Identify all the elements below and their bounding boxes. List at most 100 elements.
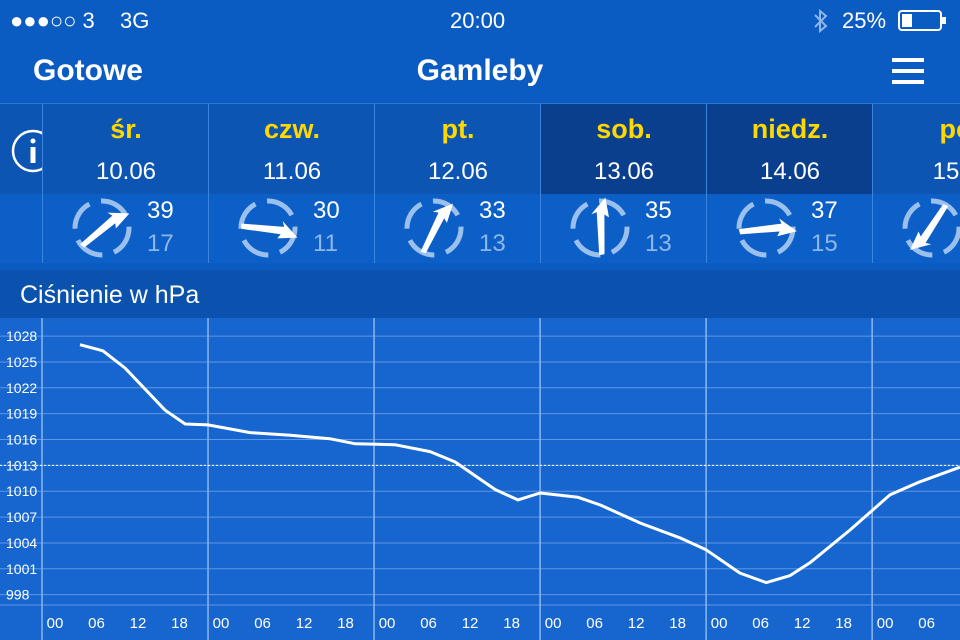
wind-arrow [738, 218, 797, 237]
network: 3G [120, 8, 150, 33]
day-date: 15.0 [932, 158, 960, 185]
wind-arrow [910, 203, 949, 250]
wind-arrow [80, 212, 130, 248]
wind-icon [238, 198, 298, 258]
chart-header: Ciśnienie w hPa [0, 270, 960, 318]
day-top [541, 104, 706, 194]
wind-arrow [591, 197, 609, 256]
wind-min: 11 [313, 230, 338, 257]
wind-ring [902, 198, 960, 258]
day-top [209, 104, 374, 194]
wind-ring [404, 198, 464, 258]
y-tick-label: 1019 [6, 406, 37, 422]
done-button[interactable]: Gotowe [33, 54, 143, 87]
pressure-line [79, 343, 960, 585]
day-date: 14.06 [759, 158, 821, 185]
y-tick-label: 1004 [6, 535, 37, 551]
wind-icon [736, 198, 797, 258]
day-name: śr. [110, 114, 142, 144]
day-column: śr. 10.06 39 17 [42, 104, 208, 263]
day-strip: śr. 10.06 39 17 czw. 11.06 30 11 pt. 12.06 33 13 sob… [0, 103, 960, 263]
day-column: niedz. 14.06 37 15 [706, 104, 872, 263]
y-tick-label: 998 [6, 587, 30, 603]
day-name: czw. [263, 114, 321, 144]
day-name: niedz. [751, 114, 829, 144]
x-tick-label: 00 [711, 615, 728, 632]
wind-max: 30 [313, 197, 340, 224]
wind-icon [72, 198, 132, 258]
wind-max: 39 [147, 197, 174, 224]
day-top [873, 104, 960, 194]
x-tick-label: 00 [213, 615, 230, 632]
x-tick-label: 00 [545, 615, 562, 632]
wind-icon [570, 197, 630, 258]
battery-icon [898, 10, 946, 31]
wind-min: 17 [147, 230, 174, 257]
battery-level: 25% [842, 8, 887, 33]
x-tick-label: 00 [877, 615, 894, 632]
day-date: 10.06 [95, 158, 157, 185]
day-column: po 15.0 [872, 104, 960, 263]
x-tick-label: 12 [462, 615, 479, 632]
x-tick-label: 18 [503, 615, 520, 632]
x-tick-label: 06 [254, 615, 271, 632]
y-tick-label: 1028 [6, 328, 37, 344]
status-bar: ●●●○○ 3 3G 20:00 25% [0, 0, 960, 40]
day-name: pt. [441, 114, 475, 144]
y-tick-label: 1022 [6, 380, 37, 396]
wind-icon [404, 198, 464, 258]
wind-arrow [420, 203, 454, 254]
clock: 20:00 [450, 8, 506, 33]
day-top [707, 104, 872, 194]
carrier: ●●●○○ 3 [10, 8, 95, 33]
wind-min: 15 [811, 230, 838, 257]
wind-max: 37 [811, 197, 838, 224]
day-date: 13.06 [593, 158, 655, 185]
wind-ring [72, 198, 132, 258]
wind-arrow [241, 221, 298, 239]
day-name: sob. [596, 114, 652, 144]
nav-bar: Gotowe Gamleby [0, 40, 960, 103]
x-tick-label: 18 [835, 615, 852, 632]
nav-title: Gamleby [416, 54, 544, 87]
y-tick-label: 1001 [6, 561, 37, 577]
menu-button[interactable] [892, 58, 926, 86]
y-tick-label: 1025 [6, 354, 37, 370]
x-tick-label: 12 [794, 615, 811, 632]
wind-max: 33 [479, 197, 506, 224]
x-tick-label: 00 [379, 615, 396, 632]
x-tick-label: 18 [171, 615, 188, 632]
day-top [375, 104, 540, 194]
pressure-chart: 9981001100410071010101310161019102210251… [0, 318, 960, 640]
x-tick-label: 06 [586, 615, 603, 632]
day-date: 11.06 [262, 158, 322, 185]
day-name: po [939, 114, 960, 144]
chart-title: Ciśnienie w hPa [20, 281, 200, 309]
x-tick-label: 12 [296, 615, 313, 632]
wind-min: 13 [479, 230, 506, 257]
wind-max: 35 [645, 197, 672, 224]
y-tick-label: 1007 [6, 509, 37, 525]
day-column: czw. 11.06 30 11 [208, 104, 374, 263]
x-tick-label: 00 [47, 615, 64, 632]
wind-icon [902, 198, 960, 258]
x-tick-label: 06 [420, 615, 437, 632]
x-tick-label: 18 [337, 615, 354, 632]
day-date: 12.06 [427, 158, 489, 185]
x-tick-label: 06 [918, 615, 935, 632]
y-tick-label: 1016 [6, 432, 37, 448]
y-tick-label: 1010 [6, 483, 37, 499]
day-top [43, 104, 208, 194]
x-tick-label: 12 [130, 615, 147, 632]
x-tick-label: 18 [669, 615, 686, 632]
day-column: pt. 12.06 33 13 [374, 104, 540, 263]
x-tick-label: 06 [752, 615, 769, 632]
x-tick-label: 06 [88, 615, 105, 632]
x-tick-label: 12 [628, 615, 645, 632]
wind-ring [238, 198, 298, 258]
day-column: sob. 13.06 35 13 [540, 104, 706, 263]
bluetooth-icon [814, 8, 828, 34]
wind-ring [736, 198, 796, 258]
wind-min: 13 [645, 230, 672, 257]
